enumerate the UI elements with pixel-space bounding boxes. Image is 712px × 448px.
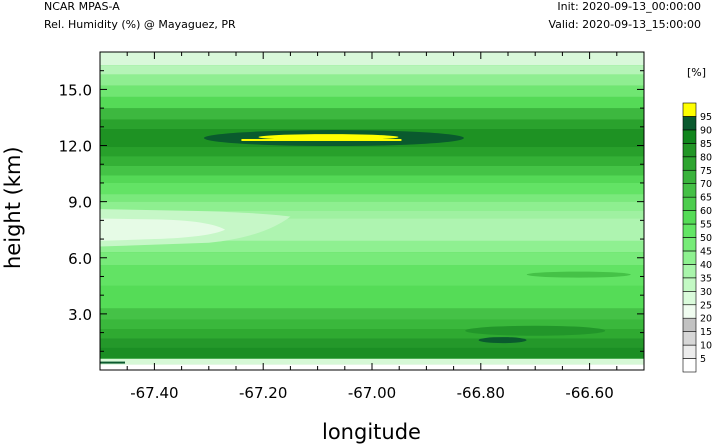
moist-core-95 bbox=[258, 134, 399, 141]
rh-band bbox=[100, 108, 644, 120]
x-tick-label: -67.40 bbox=[130, 384, 178, 402]
y-tick-label: 15.0 bbox=[59, 81, 92, 99]
moist-pocket bbox=[100, 361, 125, 364]
colorbar-box bbox=[682, 344, 697, 359]
rh-band bbox=[100, 201, 644, 211]
moist-core-95-tail bbox=[241, 138, 402, 141]
colorbar-label: 60 bbox=[700, 206, 712, 217]
colorbar-label: 45 bbox=[700, 246, 712, 257]
rh-band bbox=[100, 74, 644, 86]
rh-band bbox=[100, 358, 644, 365]
rh-band bbox=[100, 308, 644, 320]
colorbar-label: 25 bbox=[700, 300, 712, 311]
model-title: NCAR MPAS-A bbox=[44, 0, 120, 13]
colorbar-label: 40 bbox=[700, 260, 712, 271]
colorbar-label: 15 bbox=[700, 327, 712, 338]
rh-band bbox=[100, 347, 644, 359]
colorbar: 5 10 15 20 25 30 35 40 45 50 55 60 65 70 75 80 85 90 95 bbox=[682, 102, 712, 373]
colorbar-label: 55 bbox=[700, 220, 712, 231]
rh-band bbox=[100, 119, 644, 129]
rh-band bbox=[100, 319, 644, 329]
colorbar-box bbox=[682, 210, 697, 225]
rh-band bbox=[100, 285, 644, 309]
y-tick-label: 9.0 bbox=[68, 194, 92, 212]
colorbar-label: 95 bbox=[700, 112, 712, 123]
rh-band bbox=[100, 211, 644, 219]
colorbar-box bbox=[682, 116, 697, 131]
y-axis-title: height (km) bbox=[1, 146, 25, 269]
colorbar-box bbox=[682, 264, 697, 279]
colorbar-box bbox=[682, 250, 697, 265]
colorbar-box bbox=[682, 237, 697, 252]
colorbar-label: 5 bbox=[700, 354, 706, 365]
colorbar-box bbox=[682, 102, 697, 117]
colorbar-box bbox=[682, 331, 697, 346]
init-time: Init: 2020-09-13_00:00:00 bbox=[557, 0, 701, 13]
colorbar-label: 20 bbox=[700, 314, 712, 325]
moist-pocket bbox=[465, 325, 606, 336]
colorbar-label: 80 bbox=[700, 152, 712, 163]
colorbar-box bbox=[682, 169, 697, 184]
rh-band bbox=[100, 96, 644, 109]
valid-time: Valid: 2020-09-13_15:00:00 bbox=[548, 18, 701, 31]
rh-band bbox=[100, 265, 644, 286]
rh-band bbox=[100, 194, 644, 202]
colorbar-label: 65 bbox=[700, 193, 712, 204]
colorbar-box bbox=[682, 277, 697, 292]
colorbar-label: 75 bbox=[700, 166, 712, 177]
dry-tongue-inner bbox=[100, 218, 226, 241]
x-tick-label: -66.60 bbox=[565, 384, 613, 402]
rh-band bbox=[100, 182, 644, 195]
colorbar-label: 35 bbox=[700, 273, 712, 284]
rh-band bbox=[100, 85, 644, 97]
rh-band bbox=[100, 252, 644, 266]
colorbar-box bbox=[682, 143, 697, 158]
colorbar-label: 70 bbox=[700, 179, 712, 190]
field-title: Rel. Humidity (%) @ Mayaguez, PR bbox=[44, 18, 236, 31]
rh-band bbox=[100, 166, 644, 176]
colorbar-box bbox=[682, 223, 697, 238]
colorbar-label: 85 bbox=[700, 139, 712, 150]
colorbar-label: 30 bbox=[700, 287, 712, 298]
colorbar-box bbox=[682, 304, 697, 319]
x-tick-label: -67.00 bbox=[348, 384, 396, 402]
colorbar-box bbox=[682, 290, 697, 306]
colorbar-box bbox=[682, 358, 697, 373]
rh-band bbox=[100, 175, 644, 183]
humidity-field bbox=[100, 52, 644, 370]
y-axis-ticks: 3.0 6.0 9.0 12.0 15.0 bbox=[59, 70, 644, 352]
colorbar-box bbox=[682, 196, 697, 211]
colorbar-unit: [%] bbox=[687, 66, 707, 79]
y-tick-label: 3.0 bbox=[68, 306, 92, 324]
rh-band bbox=[100, 147, 644, 157]
rh-band bbox=[100, 156, 644, 167]
colorbar-label: 10 bbox=[700, 341, 712, 352]
x-axis-ticks: -67.40 -67.20 -67.00 -66.80 -66.60 bbox=[126, 52, 618, 402]
colorbar-label: 50 bbox=[700, 233, 712, 244]
x-axis-title: longitude bbox=[322, 420, 421, 444]
colorbar-label: 90 bbox=[700, 125, 712, 136]
rh-band bbox=[100, 240, 644, 253]
moist-pocket bbox=[478, 337, 527, 344]
colorbar-box bbox=[682, 317, 697, 332]
field-layers bbox=[100, 52, 644, 370]
rh-band bbox=[100, 338, 644, 348]
x-tick-label: -67.20 bbox=[239, 384, 287, 402]
colorbar-box bbox=[682, 156, 697, 171]
moist-pocket bbox=[526, 271, 631, 278]
colorbar-box bbox=[682, 183, 697, 198]
y-tick-label: 6.0 bbox=[68, 250, 92, 268]
y-tick-label: 12.0 bbox=[59, 138, 92, 156]
rh-band bbox=[100, 328, 644, 339]
rh-band bbox=[100, 65, 644, 75]
colorbar-box bbox=[682, 129, 697, 144]
x-tick-label: -66.80 bbox=[457, 384, 505, 402]
